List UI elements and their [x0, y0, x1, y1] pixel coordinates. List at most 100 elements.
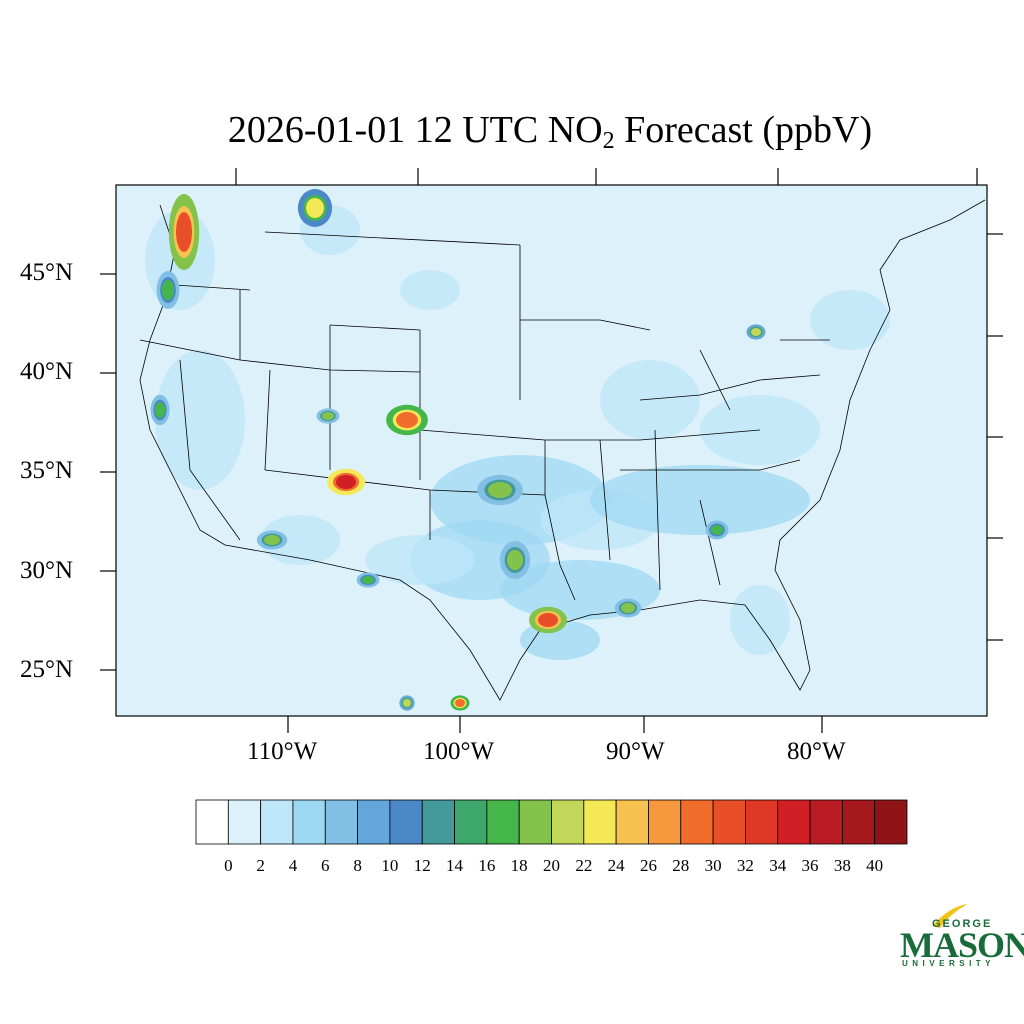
- hotspot: [705, 520, 729, 540]
- plume-area: [400, 270, 460, 310]
- hotspot: [477, 474, 523, 506]
- hotspot: [297, 189, 333, 227]
- colorbar-swatch: [680, 799, 714, 845]
- plume-area: [730, 585, 790, 655]
- colorbar-swatch: [745, 799, 779, 845]
- hotspot: [316, 408, 340, 424]
- boundary-line: [174, 284, 251, 291]
- colorbar-swatch: [389, 799, 423, 845]
- boundary-line: [620, 459, 801, 471]
- hotspot: [529, 606, 567, 634]
- colorbar-swatch: [195, 799, 229, 845]
- boundary-line: [654, 429, 661, 591]
- logo-flame-icon: [932, 904, 968, 928]
- colorbar-swatch: [357, 799, 391, 845]
- colorbar-tick-label: 2: [256, 856, 265, 875]
- lat-label-35: 35°N: [20, 457, 74, 484]
- hotspot-layer: [150, 189, 766, 711]
- plume-area: [260, 515, 340, 565]
- boundary-line: [419, 429, 761, 441]
- axis-ticks: [100, 168, 1003, 733]
- lat-label-30: 30°N: [20, 557, 74, 584]
- boundary-line: [520, 319, 651, 331]
- colorbar-tick-label: 6: [321, 856, 330, 875]
- colorbar-swatch: [809, 799, 843, 845]
- boundary-line: [639, 374, 821, 401]
- title-prefix: 2026-01-01 12 UTC NO: [227, 109, 603, 151]
- colorbar-swatch: [712, 799, 746, 845]
- hotspot: [356, 572, 380, 588]
- colorbar-swatch: [841, 799, 876, 845]
- hotspot: [499, 541, 531, 579]
- boundary-line: [264, 369, 271, 471]
- colorbar-swatch: [648, 799, 682, 845]
- colorbar-swatch: [227, 799, 262, 845]
- title-subscript: 2: [602, 128, 615, 154]
- colorbar-swatch: [583, 799, 617, 845]
- hotspot: [156, 271, 180, 309]
- plume-area: [365, 535, 475, 585]
- hotspot: [614, 598, 642, 618]
- lon-label-80: 80°W: [787, 738, 846, 765]
- hotspot: [386, 404, 428, 436]
- hotspot: [150, 394, 170, 426]
- boundary-line: [179, 359, 241, 541]
- colorbar-tick-label: 8: [353, 856, 362, 875]
- colorbar-swatch: [777, 799, 811, 845]
- colorbar-swatch: [421, 799, 455, 845]
- boundary-line: [699, 349, 731, 411]
- colorbar-tick-label: 0: [224, 856, 233, 875]
- colorbar-swatch: [518, 799, 552, 845]
- boundary-line: [599, 439, 611, 561]
- colorbar-tick-label: 38: [833, 856, 851, 875]
- boundary-line: [544, 494, 576, 601]
- colorbar-tick-label: 10: [381, 856, 399, 875]
- map-frame: [115, 184, 988, 717]
- colorbar-swatch: [454, 799, 488, 845]
- lat-label-25: 25°N: [20, 656, 74, 683]
- colorbar-swatch: [551, 799, 585, 845]
- boundary-line: [264, 231, 521, 246]
- colorbar-swatch: [874, 799, 908, 845]
- plume-area: [810, 290, 890, 350]
- lat-label-45: 45°N: [20, 259, 74, 286]
- plume-area: [155, 350, 245, 490]
- hotspot: [256, 530, 288, 550]
- boundary-line: [329, 324, 421, 331]
- colorbar-tick-label: 26: [639, 856, 657, 875]
- hotspot: [450, 695, 470, 711]
- colorbar-swatch: [260, 799, 294, 845]
- colorbar-swatch: [324, 799, 358, 845]
- logo-george: GEORGE: [932, 918, 993, 930]
- colorbar-swatch: [486, 799, 520, 845]
- logo-university: UNIVERSITY: [902, 959, 996, 968]
- logo-mason: MASON: [900, 925, 1024, 965]
- colorbar-tick-label: 24: [607, 856, 625, 875]
- colorbar-tick-label: 34: [769, 856, 787, 875]
- hotspot: [746, 324, 766, 340]
- title-suffix: Forecast (ppbV): [614, 109, 873, 151]
- lat-label-40: 40°N: [20, 358, 74, 385]
- lon-label-100: 100°W: [423, 738, 495, 765]
- colorbar-tick-label: 36: [801, 856, 819, 875]
- colorbar-tick-label: 30: [704, 856, 722, 875]
- hotspot: [327, 468, 365, 496]
- colorbar-tick-label: 16: [478, 856, 496, 875]
- lon-label-90: 90°W: [606, 738, 665, 765]
- colorbar-swatch: [292, 799, 326, 845]
- colorbar-tick-label: 28: [672, 856, 690, 875]
- colorbar-tick-label: 18: [510, 856, 528, 875]
- colorbar-tick-label: 12: [413, 856, 431, 875]
- colorbar-swatch: [615, 799, 649, 845]
- map-title: 2026-01-01 12 UTC NO2 Forecast (ppbV): [0, 108, 1024, 155]
- hotspot: [399, 695, 415, 711]
- gmu-logo: GEORGE MASON UNIVERSITY: [896, 902, 1024, 972]
- plume-area: [600, 360, 700, 440]
- hotspot: [168, 194, 200, 270]
- colorbar-tick-label: 22: [575, 856, 593, 875]
- colorbar: [195, 799, 908, 845]
- boundary-line: [699, 499, 721, 586]
- colorbar-tick-label: 40: [866, 856, 884, 875]
- colorbar-tick-label: 32: [736, 856, 754, 875]
